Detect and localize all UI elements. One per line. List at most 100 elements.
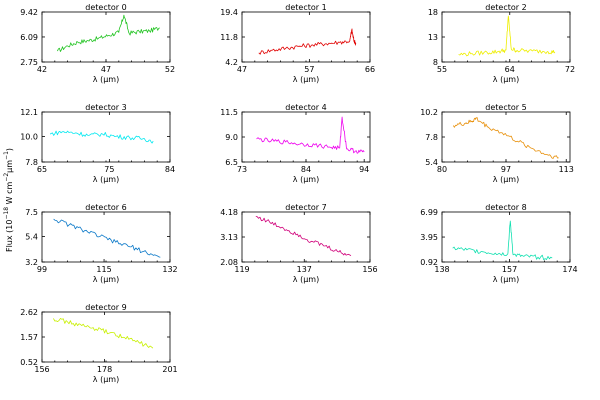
panel-frame-5 — [441, 111, 571, 163]
y-tick-label-2-2: 18 — [428, 8, 438, 17]
panel-frame-9 — [41, 311, 171, 363]
y-axis-label-exp3: −1 — [3, 151, 10, 160]
panel-title-9: detector 9 — [85, 303, 126, 312]
series-line-9 — [53, 318, 154, 349]
y-tick-label-3-2: 12.1 — [20, 108, 38, 117]
panel-6: detector 6 99 115 132 3.2 5.4 7.5 λ (μm) — [25, 203, 177, 284]
y-axis-label-exp2: −2 — [3, 173, 10, 182]
panel-title-8: detector 8 — [485, 203, 526, 212]
x-tick-label-6-1: 115 — [96, 265, 111, 274]
panel-title-4: detector 4 — [285, 103, 326, 112]
panel-title-2: detector 2 — [485, 3, 526, 12]
x-tick-label-3-0: 65 — [37, 165, 47, 174]
x-axis-label-9: λ (μm) — [93, 375, 119, 384]
y-tick-label-5-0: 5.4 — [425, 158, 438, 167]
panel-7: detector 7 119 137 156 2.08 3.13 4.18 λ (μm) — [220, 203, 377, 284]
panel-4: detector 4 73 84 94 6.5 9.0 11.5 λ (μm) — [220, 103, 371, 184]
x-axis-label-6: λ (μm) — [93, 275, 119, 284]
y-tick-label-6-1: 5.4 — [25, 232, 38, 241]
y-tick-label-0-0: 2.75 — [20, 58, 38, 67]
y-tick-label-8-0: 0.92 — [420, 258, 438, 267]
x-tick-label-4-2: 94 — [359, 165, 369, 174]
x-tick-label-1-0: 47 — [237, 65, 247, 74]
x-tick-label-6-2: 132 — [162, 265, 177, 274]
panel-8: detector 8 138 157 174 0.92 3.95 6.99 λ (μm) — [420, 203, 577, 284]
y-tick-label-9-0: 0.52 — [20, 358, 38, 367]
y-tick-label-8-2: 6.99 — [420, 208, 438, 217]
y-axis-label-suffix: ) — [5, 148, 14, 151]
x-tick-label-8-1: 157 — [502, 265, 517, 274]
x-tick-label-5-1: 97 — [501, 165, 511, 174]
x-tick-label-2-2: 72 — [565, 65, 575, 74]
y-tick-label-3-1: 10.0 — [20, 132, 38, 141]
x-tick-label-3-1: 75 — [104, 165, 114, 174]
y-tick-label-9-2: 2.62 — [20, 308, 38, 317]
series-line-7 — [255, 215, 352, 256]
x-tick-label-9-0: 156 — [34, 365, 49, 374]
series-line-5 — [452, 117, 559, 159]
y-tick-label-1-0: 4.2 — [225, 58, 238, 67]
panel-title-5: detector 5 — [485, 103, 526, 112]
x-tick-label-6-0: 99 — [37, 265, 47, 274]
x-axis-label-0: λ (μm) — [93, 75, 119, 84]
y-tick-label-4-2: 11.5 — [220, 108, 238, 117]
y-axis-label: Flux (10−18 W cm−2μm−1) — [3, 148, 14, 252]
series-line-6 — [53, 218, 161, 258]
x-tick-label-4-1: 84 — [301, 165, 311, 174]
series-line-4 — [256, 116, 365, 154]
x-axis-label-4: λ (μm) — [293, 175, 319, 184]
panel-title-1: detector 1 — [285, 3, 326, 12]
y-tick-label-2-0: 8 — [433, 58, 438, 67]
y-tick-label-4-0: 6.5 — [225, 158, 238, 167]
panel-title-6: detector 6 — [85, 203, 126, 212]
x-tick-label-9-2: 201 — [162, 365, 177, 374]
panels: detector 042 47 522.756.099.42λ (μm)detect… — [20, 3, 577, 384]
panel-title-0: detector 0 — [85, 3, 126, 12]
y-tick-label-7-2: 4.18 — [220, 208, 238, 217]
x-axis-label-3: λ (μm) — [93, 175, 119, 184]
panel-frame-1 — [241, 11, 371, 63]
x-tick-label-2-0: 55 — [437, 65, 447, 74]
y-tick-label-1-1: 11.8 — [220, 33, 238, 42]
panel-title-3: detector 3 — [85, 103, 126, 112]
x-tick-label-0-2: 52 — [165, 65, 175, 74]
x-tick-label-7-0: 119 — [234, 265, 249, 274]
x-tick-label-5-2: 113 — [559, 165, 574, 174]
series-line-8 — [452, 220, 553, 261]
x-tick-label-8-2: 174 — [562, 265, 577, 274]
panel-frame-3 — [41, 111, 171, 163]
x-tick-label-3-2: 84 — [165, 165, 175, 174]
x-tick-label-1-1: 57 — [304, 65, 314, 74]
x-tick-label-8-0: 138 — [434, 265, 449, 274]
x-axis-label-8: λ (μm) — [493, 275, 519, 284]
series-line-0 — [57, 14, 160, 52]
x-axis-label-2: λ (μm) — [493, 75, 519, 84]
x-axis-label-5: λ (μm) — [493, 175, 519, 184]
panel-1: detector 1 47 57 66 4.2 11.8 19.4 λ (μm) — [220, 3, 375, 84]
panel-frame-0 — [41, 11, 171, 63]
x-axis-label-1: λ (μm) — [293, 75, 319, 84]
panel-2: detector 2 55 64 72 8 13 18 λ (μm) — [428, 3, 575, 84]
x-tick-label-4-0: 73 — [237, 165, 247, 174]
y-tick-label-5-1: 7.8 — [425, 133, 438, 142]
y-tick-label-7-0: 2.08 — [220, 258, 238, 267]
panel-title-7: detector 7 — [285, 203, 326, 212]
y-axis-label-exp1: −18 — [3, 207, 10, 220]
x-tick-label-0-1: 47 — [101, 65, 111, 74]
panel-0: detector 0 42 47 52 2.75 6.09 9.42 λ (μm) — [20, 3, 175, 84]
y-tick-label-3-0: 7.8 — [25, 158, 38, 167]
x-tick-label-5-0: 80 — [437, 165, 447, 174]
y-tick-label-4-1: 9.0 — [225, 133, 238, 142]
y-tick-label-6-2: 7.5 — [25, 208, 38, 217]
y-tick-label-7-1: 3.13 — [220, 233, 238, 242]
panel-5: detector 5 80 97 113 5.4 7.8 10.2 λ (μm) — [420, 103, 574, 184]
y-axis-label-mid2: μm — [5, 160, 14, 173]
panel-3: detector 3 65 75 84 7.8 10.0 12.1 λ (μm) — [20, 103, 175, 184]
y-axis-label-prefix: Flux (10 — [5, 220, 14, 252]
panel-frame-4 — [241, 111, 371, 163]
y-tick-label-1-2: 19.4 — [220, 8, 238, 17]
y-tick-label-0-1: 6.09 — [20, 33, 38, 42]
series-line-2 — [458, 15, 556, 57]
series-line-3 — [49, 130, 154, 144]
